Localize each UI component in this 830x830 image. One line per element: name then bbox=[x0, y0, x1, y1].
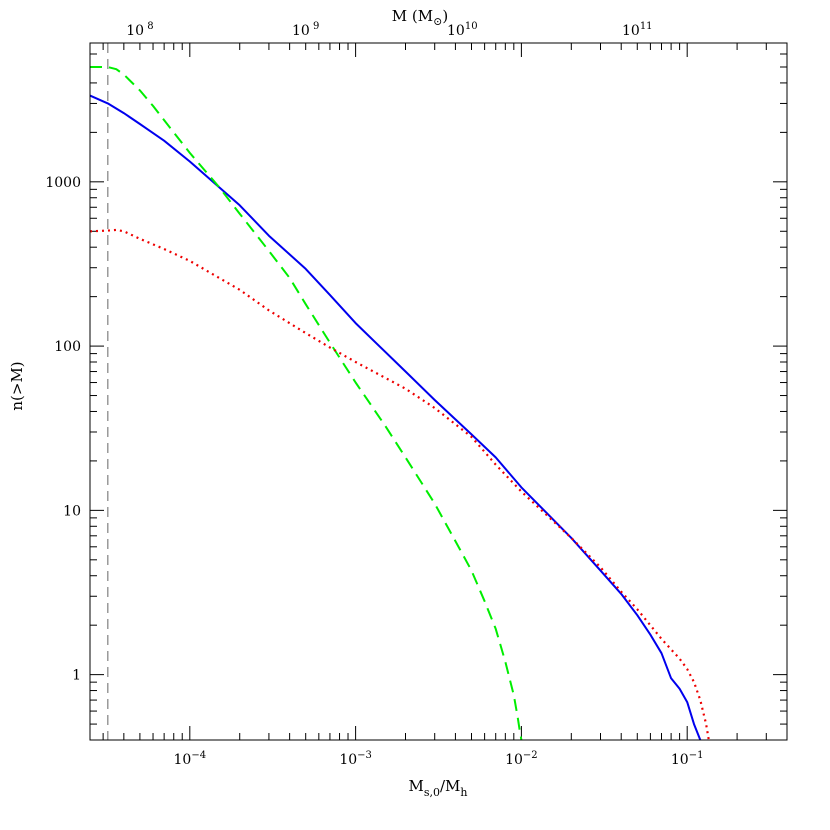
y-tick-label: 100 bbox=[54, 339, 81, 355]
x-axis-label: Ms,0/Mh bbox=[408, 777, 467, 799]
y-tick-label: 1000 bbox=[45, 175, 81, 191]
top-tick-label: 10 8 bbox=[126, 21, 153, 39]
y-axis-label: n(>M) bbox=[8, 361, 26, 410]
series-line-2 bbox=[90, 66, 523, 741]
x-tick-label: 10−1 bbox=[671, 750, 704, 768]
y-tick-label: 10 bbox=[63, 503, 81, 519]
top-tick-label: 1010 bbox=[447, 21, 478, 39]
x-tick-label: 10−4 bbox=[174, 750, 207, 768]
top-axis-label: M (M⊙) bbox=[392, 7, 448, 28]
series-layer bbox=[89, 43, 710, 741]
series-line-1 bbox=[89, 94, 702, 741]
x-tick-label: 10−3 bbox=[339, 750, 372, 768]
plot-frame bbox=[89, 42, 788, 741]
y-tick-label: 1 bbox=[72, 668, 81, 684]
top-tick-label: 10 9 bbox=[292, 21, 319, 39]
top-tick-label: 1011 bbox=[622, 21, 653, 39]
x-tick-label: 10−2 bbox=[505, 750, 538, 768]
axes-ticks bbox=[90, 42, 788, 741]
series-line-3 bbox=[89, 228, 710, 741]
